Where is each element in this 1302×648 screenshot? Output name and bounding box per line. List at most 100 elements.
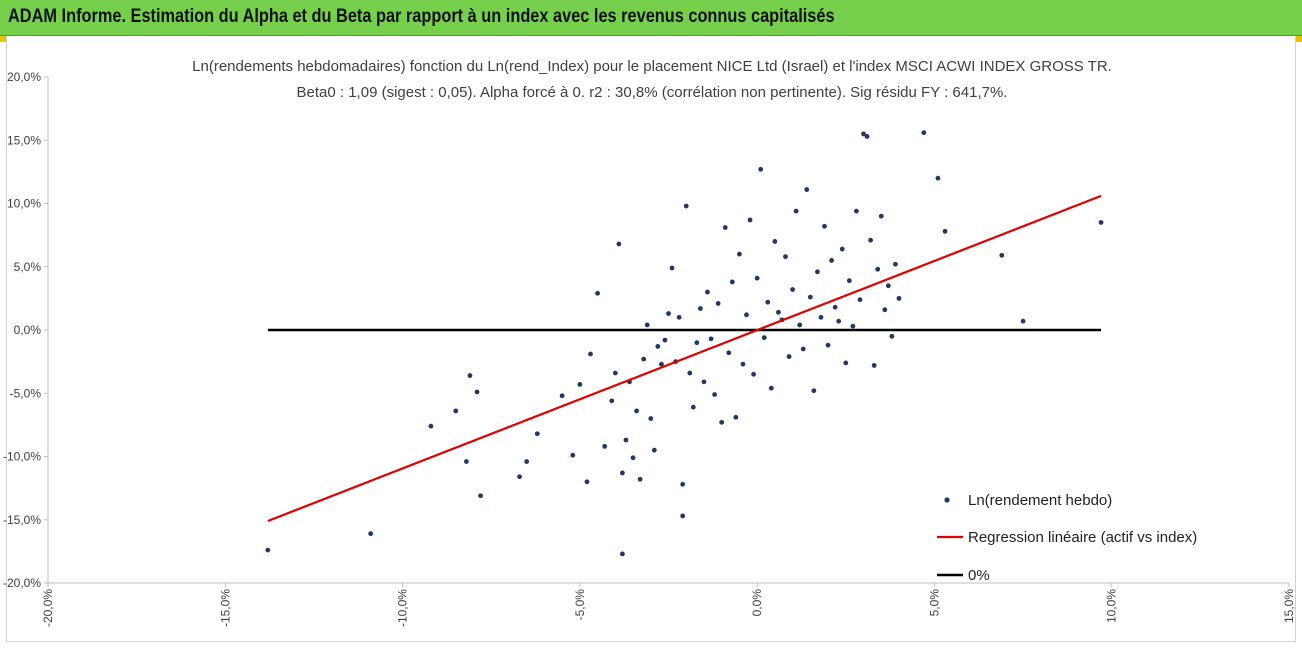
data-point <box>737 251 742 257</box>
y-tick-label: -15,0% <box>3 513 41 527</box>
data-point <box>846 278 852 284</box>
data-point <box>595 290 600 296</box>
corner-marker-right <box>1296 36 1302 42</box>
data-point <box>882 307 888 313</box>
data-point <box>708 336 714 342</box>
legend-label: 0% <box>968 567 990 584</box>
x-tick-label: 15,0% <box>1282 589 1296 623</box>
data-point <box>644 322 650 328</box>
data-point <box>790 287 795 292</box>
legend-marker-points <box>944 497 950 503</box>
y-tick-label: -5,0% <box>10 386 42 400</box>
x-tick-label: -10,0% <box>396 589 410 627</box>
data-point <box>609 398 615 404</box>
data-point <box>843 360 849 366</box>
data-point <box>694 340 700 346</box>
data-point <box>815 269 820 275</box>
points-layer <box>265 130 1104 557</box>
data-point <box>768 385 774 391</box>
data-point <box>861 131 866 137</box>
data-point <box>751 371 756 377</box>
data-point <box>804 187 810 192</box>
data-point <box>680 513 686 519</box>
data-point <box>577 381 583 387</box>
legend: Ln(rendement hebdo) Regression linéaire (… <box>937 492 1197 584</box>
lines-layer <box>267 194 1102 523</box>
data-point <box>467 373 473 378</box>
data-point <box>676 314 682 320</box>
data-point <box>885 283 891 289</box>
x-tick-label: 10,0% <box>1105 589 1119 623</box>
data-point <box>1098 220 1104 225</box>
data-point <box>896 295 902 301</box>
data-point <box>463 459 469 464</box>
data-point <box>765 299 771 305</box>
data-point <box>754 275 760 281</box>
data-point <box>793 208 799 214</box>
data-point <box>786 354 792 359</box>
data-point <box>807 294 813 300</box>
y-tick-label: 15,0% <box>7 133 41 147</box>
data-point <box>729 279 735 285</box>
data-point <box>602 443 608 449</box>
y-tick-label: 20,0% <box>7 70 41 84</box>
data-point <box>878 213 884 219</box>
data-point <box>666 311 671 316</box>
data-point <box>683 203 689 209</box>
data-point <box>822 223 827 229</box>
data-point <box>825 342 831 348</box>
data-point <box>726 350 732 356</box>
data-point <box>655 344 661 349</box>
data-point <box>893 261 898 267</box>
data-point <box>637 476 643 482</box>
y-tick-label: 0,0% <box>14 323 42 337</box>
data-point <box>428 423 434 429</box>
data-point <box>712 392 717 397</box>
chart-frame <box>6 36 1296 642</box>
data-point <box>832 304 838 310</box>
regression-line <box>267 194 1102 523</box>
data-point <box>850 323 856 329</box>
data-point <box>705 289 710 295</box>
data-point <box>758 166 764 172</box>
data-point <box>854 208 859 214</box>
data-point <box>875 266 881 272</box>
data-point <box>719 419 725 425</box>
data-point <box>797 322 803 328</box>
data-point <box>889 333 895 339</box>
data-point <box>634 408 639 414</box>
data-point <box>453 408 459 414</box>
data-point <box>680 481 686 487</box>
banner-title: ADAM Informe. Estimation du Alpha et du … <box>8 6 835 27</box>
data-point <box>616 241 622 247</box>
data-point <box>818 314 824 320</box>
x-tick-label: -15,0% <box>218 589 232 627</box>
data-point <box>698 306 703 311</box>
axes: 20,0% 15,0% 10,0% 5,0% 0,0% -5,0% -10,0% -15,0%… <box>3 70 1296 627</box>
data-point <box>740 361 746 367</box>
y-tick-label: -20,0% <box>3 576 41 590</box>
data-point <box>368 531 374 537</box>
data-point <box>659 361 664 367</box>
data-point <box>800 346 806 352</box>
data-point <box>648 416 654 421</box>
data-point <box>701 379 707 385</box>
data-point <box>935 175 941 181</box>
y-tick-label: -10,0% <box>3 450 41 464</box>
data-point <box>559 393 565 399</box>
data-point <box>744 312 749 318</box>
data-point <box>584 479 590 485</box>
x-tick-label: -5,0% <box>573 589 587 621</box>
data-point <box>839 246 845 252</box>
data-point <box>265 547 271 553</box>
data-point <box>524 459 530 464</box>
x-tick-label: 5,0% <box>927 589 941 617</box>
data-point <box>690 404 696 410</box>
data-point <box>630 455 636 461</box>
data-point <box>517 474 522 480</box>
data-point <box>669 265 675 271</box>
data-point <box>733 414 739 420</box>
data-point <box>857 297 863 303</box>
data-point <box>776 309 781 315</box>
title-banner: ADAM Informe. Estimation du Alpha et du … <box>0 0 1302 36</box>
